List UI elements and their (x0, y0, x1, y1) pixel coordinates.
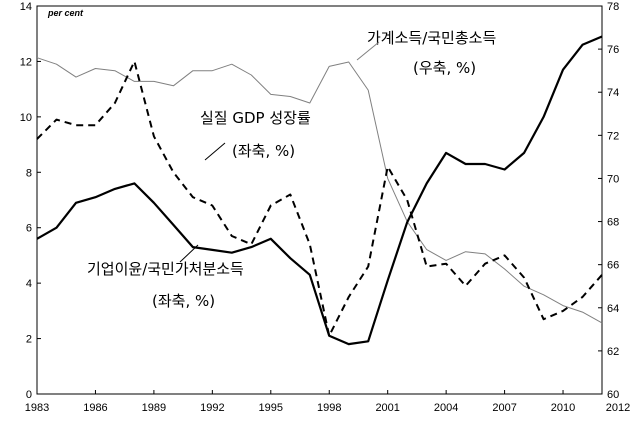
y-left-tick-label: 4 (26, 278, 32, 290)
y-right-tick-label: 64 (607, 303, 619, 315)
y-left-tick-label: 6 (26, 223, 32, 235)
y-right-tick-label: 76 (607, 44, 619, 56)
annotation-gdp-axis: (좌축, %) (232, 142, 295, 160)
y-left-tick-label: 2 (26, 334, 32, 346)
x-tick-label: 1995 (259, 402, 283, 414)
y-right-tick-label: 74 (607, 87, 619, 99)
y-left-tick-label: 10 (20, 112, 32, 124)
y-right-tick-label: 62 (607, 346, 619, 358)
annotation-household-title: 가계소득/국민총소득 (367, 29, 496, 47)
x-tick-label: 1983 (25, 402, 49, 414)
label-bg-household (365, 25, 531, 49)
annotation-household-axis: (우축, %) (413, 59, 476, 77)
y-right-tick-label: 60 (607, 389, 619, 401)
plot-frame (36, 5, 603, 395)
y-right-tick-label: 70 (607, 173, 619, 185)
y-left-tick-label: 0 (26, 389, 32, 401)
series-line-gdp-growth (36, 60, 603, 337)
x-tick-label: 1992 (200, 402, 224, 414)
y-right-tick-label: 78 (607, 1, 619, 13)
annotation-profit-axis: (좌축, %) (152, 292, 215, 310)
series-line-household-income-share (36, 57, 603, 324)
label-bg-gdp (198, 105, 358, 129)
annotation-profit-title: 기업이윤/국민가처분소득 (87, 260, 244, 278)
x-tick-label: 1998 (317, 402, 341, 414)
y-left-tick-label: 14 (20, 1, 32, 13)
y-right-tick-label: 72 (607, 130, 619, 142)
y-left-tick-label: 8 (26, 167, 32, 179)
y-left-tick-label: 12 (20, 56, 32, 68)
annotations: per cent 가계소득/국민총소득 (우축, %) 실질 GDP 성장률 (… (47, 8, 531, 310)
leader-gdp (204, 142, 226, 161)
x-tick-label: 2012 (606, 402, 630, 414)
x-tick-label: 2010 (551, 402, 575, 414)
leader-profit (179, 244, 199, 263)
unit-label: per cent (47, 8, 84, 18)
series-line-corporate-profit-share (36, 35, 603, 346)
x-tick-label: 2004 (434, 402, 458, 414)
x-tick-label: 1986 (83, 402, 107, 414)
annotation-gdp-title: 실질 GDP 성장률 (200, 109, 311, 127)
x-tick-label: 2007 (492, 402, 516, 414)
series-layer (36, 35, 603, 346)
leader-household (356, 41, 380, 61)
y-right-tick-label: 68 (607, 217, 619, 229)
label-bg-profit (85, 256, 285, 280)
x-tick-label: 1989 (142, 402, 166, 414)
y-right-tick-label: 66 (607, 260, 619, 272)
x-tick-label: 2001 (375, 402, 399, 414)
